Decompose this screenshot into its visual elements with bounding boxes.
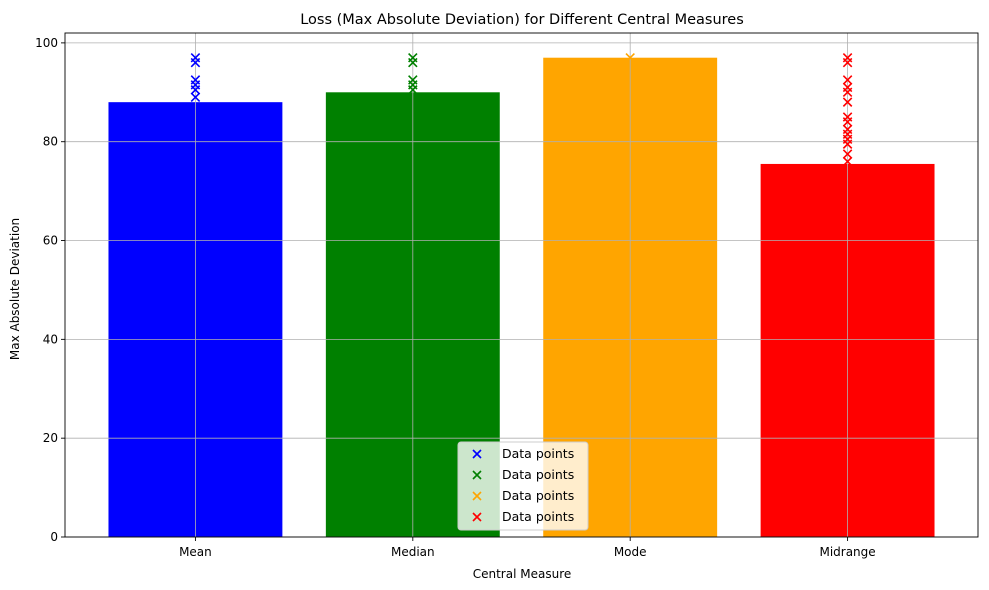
data-point-marker <box>408 75 418 85</box>
axes: 0 20 40 60 80 100 Mean Median Mode Midrange <box>35 32 979 559</box>
y-axis-label: Max Absolute Deviation <box>8 218 22 360</box>
data-point-marker <box>842 52 853 63</box>
plot-frame <box>64 32 979 538</box>
data-point-marker <box>190 92 201 103</box>
legend-marker <box>472 512 482 522</box>
legend-marker <box>472 470 482 480</box>
legend-label: Data points <box>502 467 574 482</box>
x-tick-label-mean: Mean <box>179 545 212 559</box>
data-point-marker <box>842 124 853 135</box>
data-point-marker <box>408 52 418 63</box>
y-tick-label: 80 <box>43 135 58 149</box>
y-tick-label: 40 <box>43 332 58 346</box>
legend-marker <box>472 449 482 459</box>
data-point-marker <box>842 75 853 85</box>
legend: Data points Data points Data points Data po… <box>457 441 589 531</box>
scatter-points <box>190 52 853 167</box>
data-point-marker <box>190 52 201 63</box>
y-tick-label: 60 <box>43 234 58 248</box>
data-point-marker <box>842 82 853 93</box>
data-point-marker <box>625 52 635 63</box>
legend-label: Data points <box>502 488 574 503</box>
data-point-marker <box>842 112 853 122</box>
chart-title: Loss (Max Absolute Deviation) for Differ… <box>300 12 744 28</box>
y-tick-label: 20 <box>43 431 58 445</box>
y-tick-label: 0 <box>50 530 58 544</box>
y-tick-label: 100 <box>35 36 58 50</box>
legend-label: Data points <box>502 509 574 524</box>
x-tick-label-midrange: Midrange <box>819 545 875 559</box>
legend-label: Data points <box>502 446 574 461</box>
grid <box>65 33 978 538</box>
x-tick-label-mode: Mode <box>614 545 647 559</box>
legend-box <box>457 441 589 531</box>
x-axis-label: Central Measure <box>473 567 572 581</box>
data-point-marker <box>842 156 853 167</box>
data-point-marker <box>842 97 853 107</box>
legend-marker <box>472 491 482 501</box>
data-point-marker <box>842 149 853 159</box>
data-point-marker <box>190 75 201 85</box>
x-tick-label-median: Median <box>391 545 435 559</box>
